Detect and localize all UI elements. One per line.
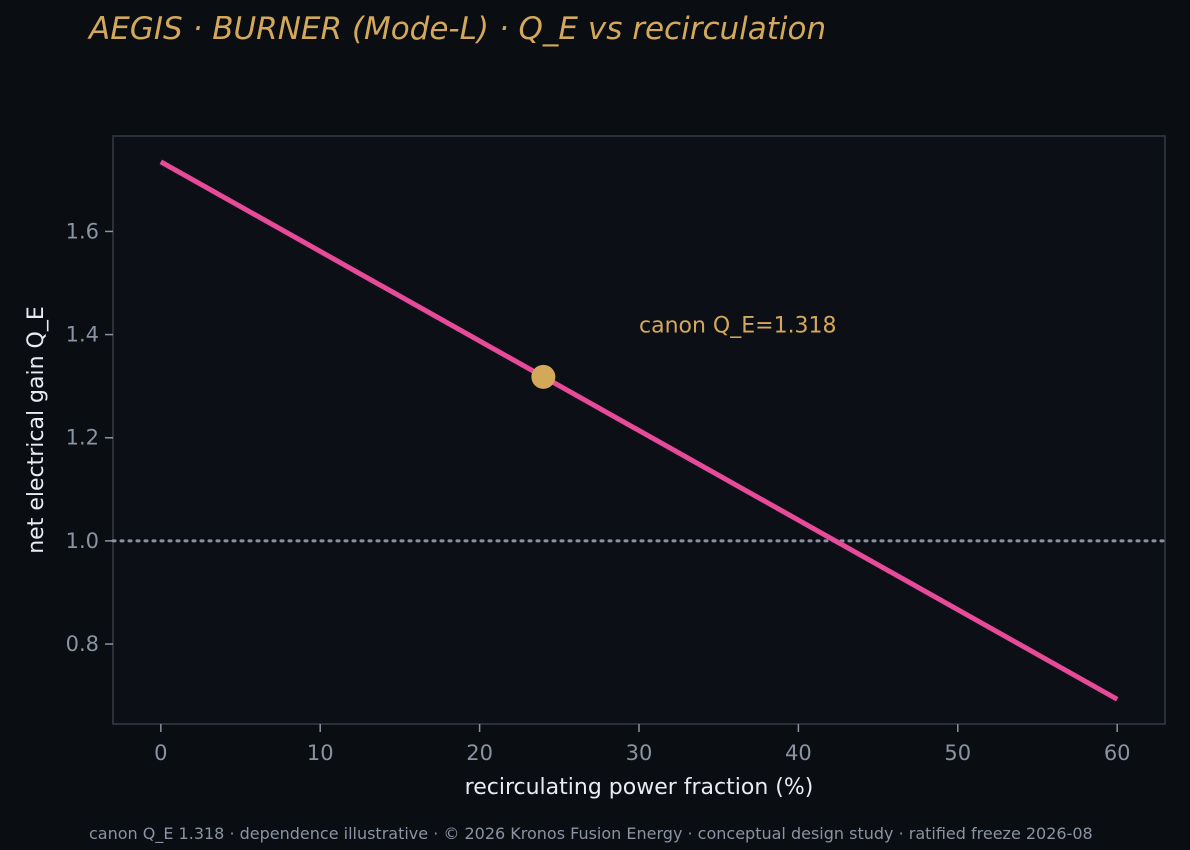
- x-tick-label: 40: [785, 741, 812, 765]
- y-tick-label: 1.2: [66, 426, 99, 450]
- x-axis: 0 10 20 30 40 50 60: [154, 724, 1131, 765]
- x-tick-label: 10: [307, 741, 334, 765]
- x-tick-label: 30: [626, 741, 653, 765]
- y-axis: 0.8 1.0 1.2 1.4 1.6: [66, 219, 113, 656]
- x-tick-label: 20: [466, 741, 493, 765]
- canon-point-marker: [531, 364, 556, 389]
- series-line-0: [159, 159, 1119, 702]
- y-tick-label: 1.0: [66, 529, 99, 553]
- x-tick-label: 0: [154, 741, 167, 765]
- x-axis-label: recirculating power fraction (%): [465, 775, 814, 800]
- annotation-canon-qe: canon Q_E=1.318: [639, 313, 837, 338]
- series-layer: [159, 159, 1119, 702]
- y-axis-label: net electrical gain Q_E: [24, 306, 49, 554]
- x-tick-label: 50: [944, 741, 971, 765]
- footer-note: canon Q_E 1.318 · dependence illustrativ…: [89, 824, 1093, 844]
- x-tick-label: 60: [1104, 741, 1131, 765]
- y-tick-label: 1.6: [66, 219, 99, 243]
- chart-title: AEGIS · BURNER (Mode-L) · Q_E vs recircu…: [87, 11, 826, 47]
- y-tick-label: 1.4: [66, 323, 99, 347]
- y-tick-label: 0.8: [66, 632, 99, 656]
